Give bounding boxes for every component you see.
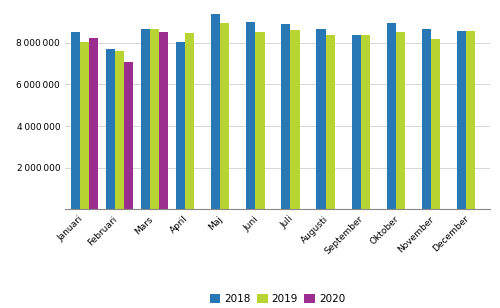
- Bar: [124, 63, 133, 209]
- Bar: [80, 42, 89, 209]
- Bar: [246, 22, 256, 209]
- Bar: [150, 29, 159, 209]
- Bar: [352, 35, 360, 209]
- Bar: [282, 24, 290, 209]
- Bar: [115, 51, 124, 209]
- Bar: [89, 38, 98, 209]
- Bar: [326, 35, 335, 209]
- Bar: [316, 29, 326, 209]
- Bar: [422, 29, 431, 209]
- Bar: [211, 14, 220, 209]
- Bar: [106, 49, 115, 209]
- Bar: [457, 31, 466, 209]
- Bar: [141, 29, 150, 209]
- Bar: [396, 32, 405, 209]
- Bar: [386, 23, 396, 209]
- Bar: [176, 42, 185, 209]
- Bar: [290, 30, 300, 209]
- Bar: [220, 23, 230, 209]
- Bar: [70, 32, 80, 209]
- Bar: [159, 32, 168, 209]
- Legend: 2018, 2019, 2020: 2018, 2019, 2020: [206, 290, 350, 308]
- Bar: [431, 39, 440, 209]
- Bar: [360, 35, 370, 209]
- Bar: [466, 31, 475, 209]
- Bar: [256, 32, 264, 209]
- Bar: [185, 33, 194, 209]
